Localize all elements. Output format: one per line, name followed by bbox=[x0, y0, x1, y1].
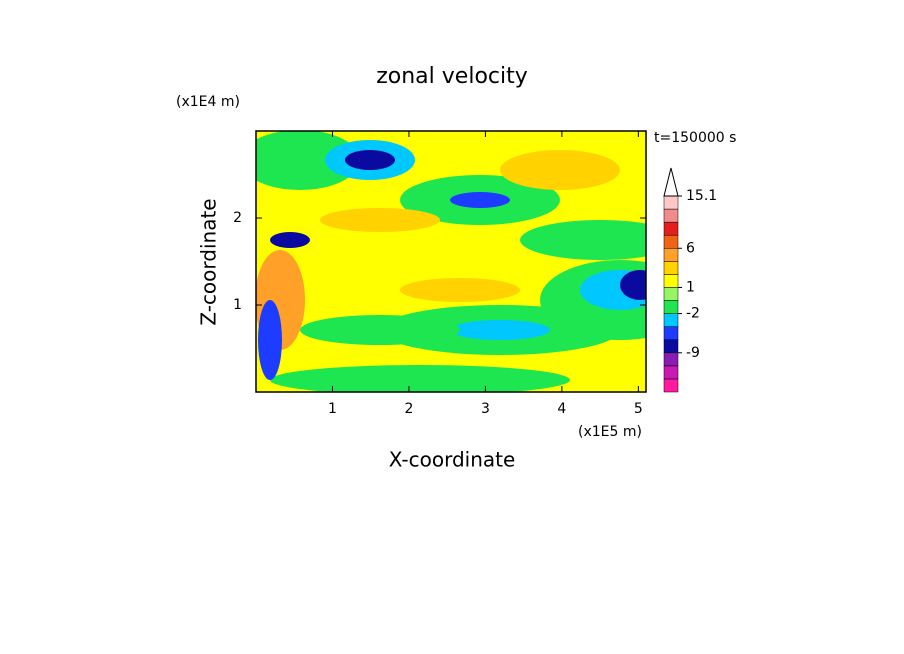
colorbar-segment bbox=[663, 287, 679, 301]
colorbar-segment bbox=[663, 352, 679, 367]
chart-title: zonal velocity bbox=[376, 64, 528, 89]
colorbar-segment bbox=[663, 234, 679, 249]
x-tick-label: 5 bbox=[634, 401, 643, 417]
colorbar-tick-label: 15.1 bbox=[686, 188, 717, 204]
x-axis-label: X-coordinate bbox=[389, 448, 516, 472]
colorbar-segment bbox=[663, 378, 679, 393]
colorbar-segment bbox=[663, 274, 679, 288]
colorbar-segment bbox=[663, 365, 679, 380]
x-tick-label: 4 bbox=[557, 401, 566, 417]
colorbar-segment bbox=[663, 261, 679, 275]
y-unit: (x1E4 m) bbox=[176, 94, 240, 110]
x-tick-label: 1 bbox=[328, 401, 337, 417]
colorbar-segment bbox=[663, 195, 679, 210]
x-unit: (x1E5 m) bbox=[578, 424, 642, 440]
y-tick-label: 1 bbox=[233, 297, 242, 313]
y-tick-label: 2 bbox=[233, 210, 242, 226]
annotation: t=150000 s bbox=[654, 130, 736, 146]
colorbar-tick-label: -2 bbox=[686, 306, 700, 322]
colorbar-extension bbox=[663, 167, 679, 197]
colorbar-tick-label: -9 bbox=[686, 345, 700, 361]
colorbar-segment bbox=[663, 208, 679, 223]
x-tick-label: 2 bbox=[404, 401, 413, 417]
y-axis-label: Z-coordinate bbox=[197, 198, 221, 325]
colorbar-segment bbox=[663, 326, 679, 340]
colorbar-tick-label: 1 bbox=[686, 279, 695, 295]
contour-field bbox=[256, 131, 646, 392]
plot-frame bbox=[255, 130, 647, 393]
colorbar-segment bbox=[663, 300, 679, 314]
colorbar-tick-label: 6 bbox=[686, 240, 695, 256]
colorbar-segment bbox=[663, 248, 679, 262]
colorbar-segment bbox=[663, 221, 679, 236]
x-tick-label: 3 bbox=[481, 401, 490, 417]
colorbar-segment bbox=[663, 313, 679, 327]
colorbar-segment bbox=[663, 339, 679, 354]
